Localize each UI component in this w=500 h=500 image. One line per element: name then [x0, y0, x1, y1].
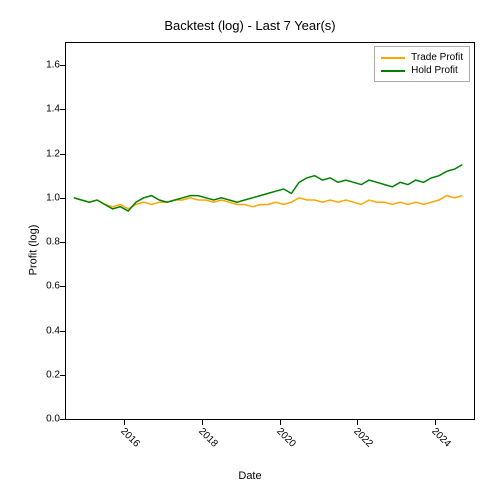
y-tick-label: 0.2 [46, 369, 60, 380]
y-tick-label: 1.2 [46, 148, 60, 159]
x-axis-label: Date [0, 470, 500, 482]
plot-svg [66, 43, 474, 419]
y-tick-label: 1.4 [46, 104, 60, 115]
y-axis-label: Profit (log) [27, 225, 39, 276]
y-tick-label: 1.6 [46, 60, 60, 71]
legend-item: Hold Profit [381, 64, 463, 77]
y-tick-mark [60, 198, 65, 199]
y-tick-mark [60, 419, 65, 420]
legend-item: Trade Profit [381, 51, 463, 64]
y-tick-mark [60, 65, 65, 66]
y-tick-label: 1.0 [46, 192, 60, 203]
x-tick-mark [435, 420, 436, 425]
legend-swatch [381, 70, 405, 72]
y-tick-mark [60, 109, 65, 110]
y-tick-label: 0.4 [46, 325, 60, 336]
y-tick-mark [60, 331, 65, 332]
x-tick-label: 2018 [196, 426, 220, 450]
chart-title: Backtest (log) - Last 7 Year(s) [0, 18, 500, 33]
y-tick-mark [60, 375, 65, 376]
legend-swatch [381, 57, 405, 59]
x-tick-label: 2024 [429, 426, 453, 450]
x-tick-label: 2022 [352, 426, 376, 450]
x-tick-label: 2020 [274, 426, 298, 450]
x-tick-mark [357, 420, 358, 425]
plot-area [65, 42, 475, 420]
y-tick-mark [60, 154, 65, 155]
y-tick-label: 0.6 [46, 281, 60, 292]
y-tick-label: 0.8 [46, 237, 60, 248]
chart-legend: Trade Profit Hold Profit [374, 46, 470, 82]
x-tick-mark [280, 420, 281, 425]
legend-label: Hold Profit [411, 65, 458, 76]
backtest-chart: Backtest (log) - Last 7 Year(s) Profit (… [0, 0, 500, 500]
legend-label: Trade Profit [411, 52, 463, 63]
y-tick-mark [60, 286, 65, 287]
x-tick-mark [202, 420, 203, 425]
y-tick-label: 0.0 [46, 414, 60, 425]
x-tick-label: 2016 [119, 426, 143, 450]
y-tick-mark [60, 242, 65, 243]
x-tick-mark [124, 420, 125, 425]
